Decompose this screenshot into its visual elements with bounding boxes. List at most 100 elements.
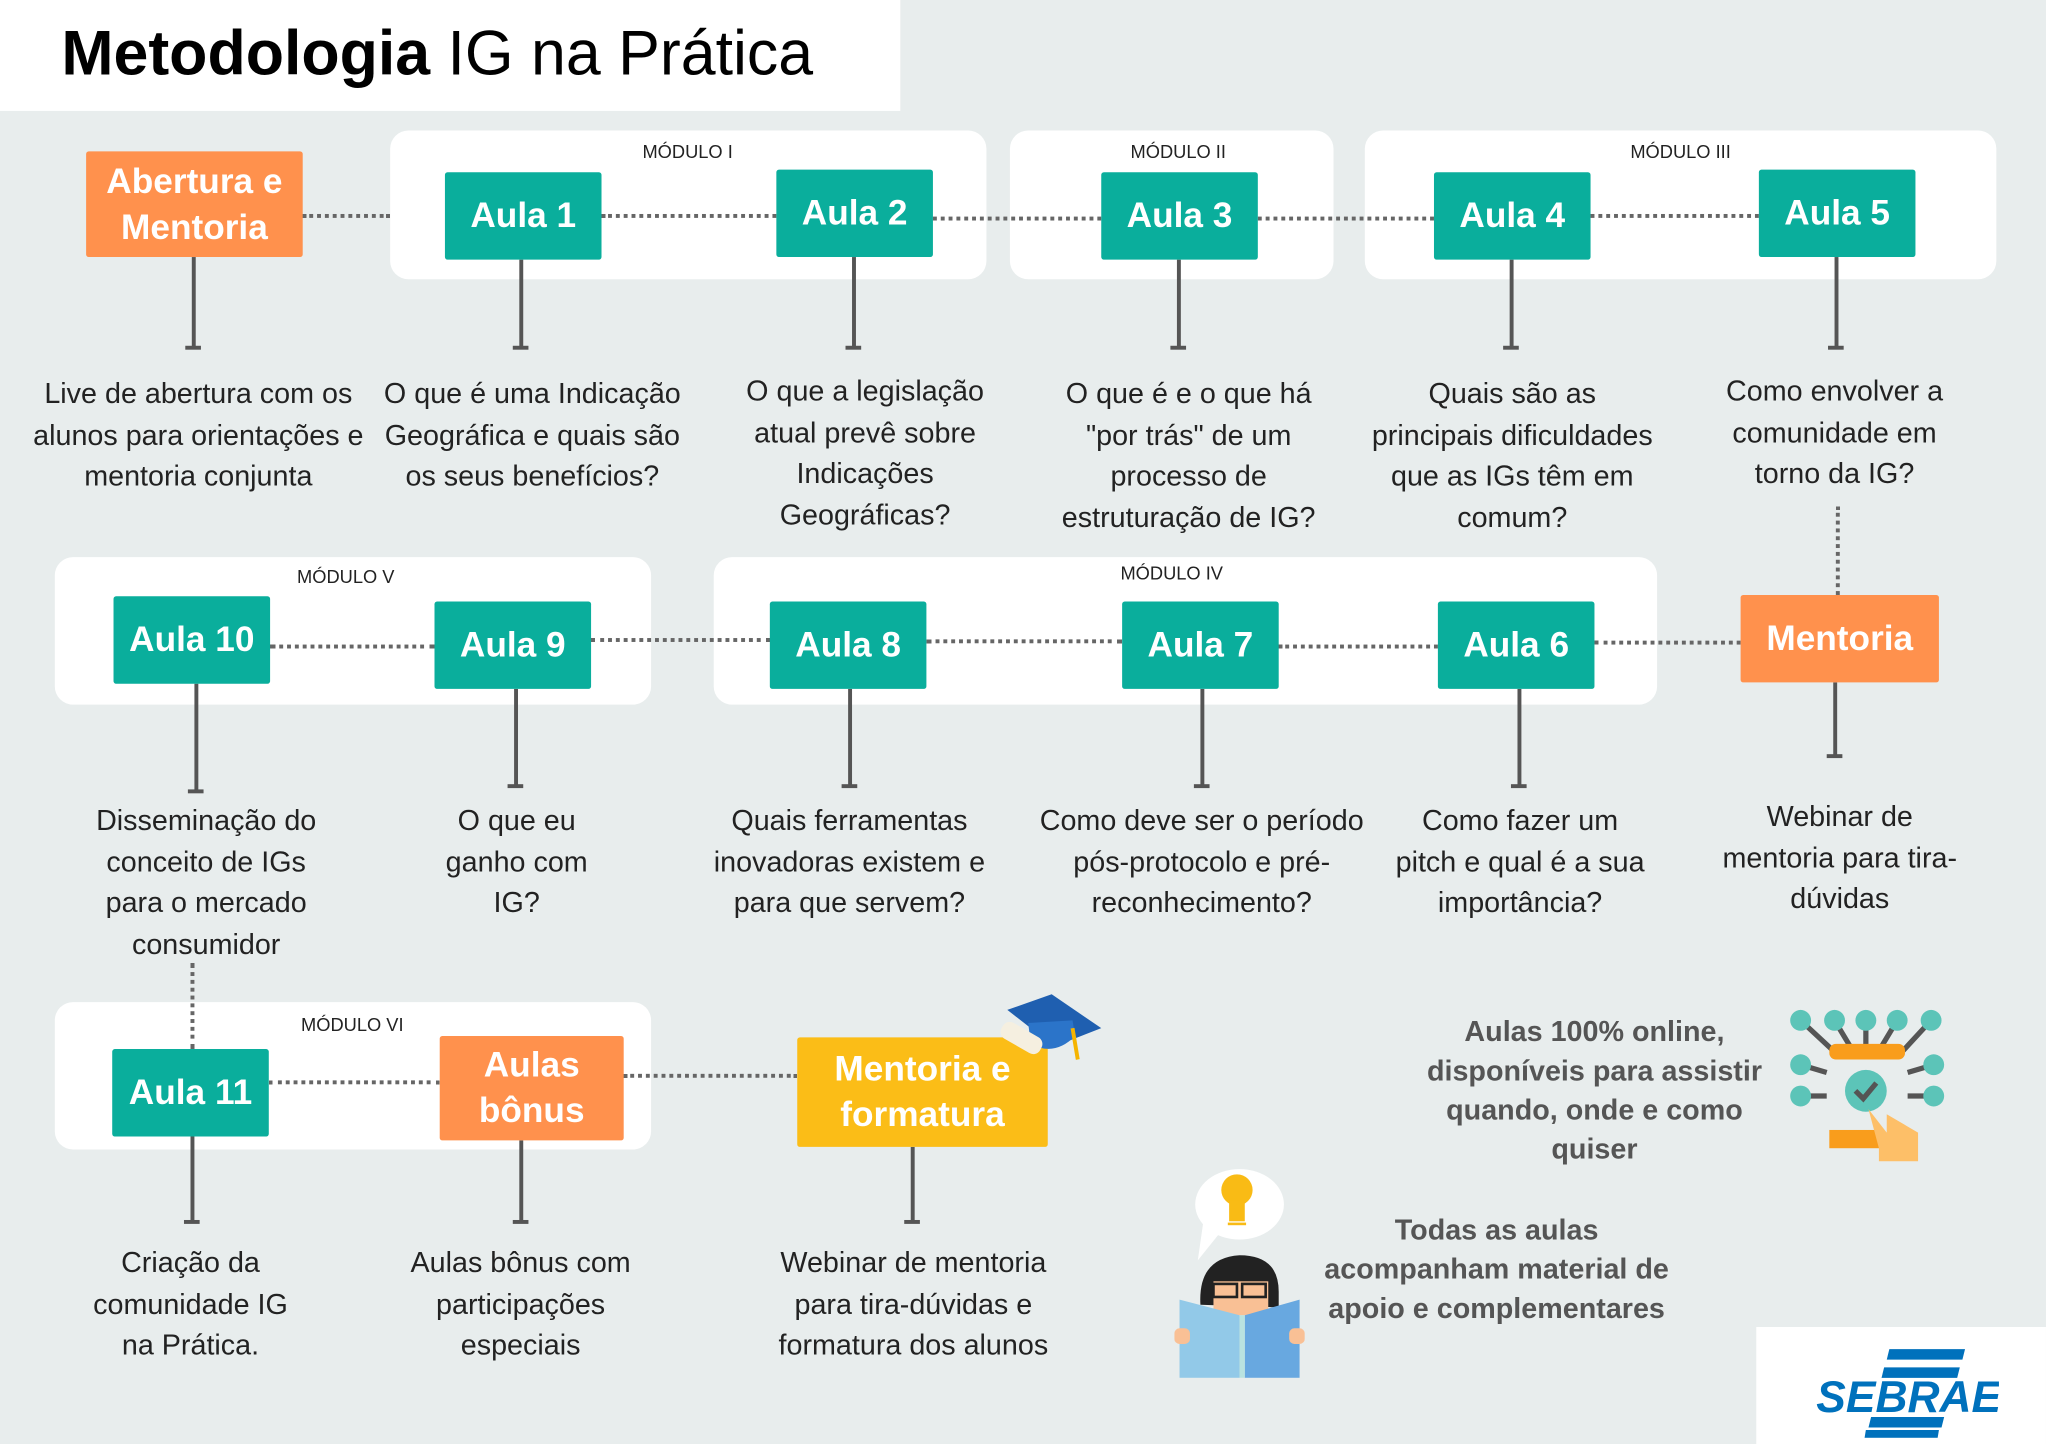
- step-description: O que eu ganho com IG?: [445, 803, 588, 919]
- connector: [1278, 644, 1438, 649]
- graduation-cap-icon: [1000, 994, 1102, 1060]
- connector: [932, 216, 1102, 221]
- step-description: Como fazer um pitch e qual é a sua impor…: [1395, 803, 1645, 919]
- step-aula-1: Aula 1: [444, 172, 602, 260]
- stem-end: [1170, 345, 1187, 350]
- stem: [514, 688, 519, 787]
- stem-end: [904, 1219, 920, 1224]
- step-description: O que a legislação atual prevê sobre Ind…: [746, 374, 984, 531]
- step-aula-2: Aula 2: [776, 169, 933, 258]
- step-aula-4: Aula 4: [1433, 172, 1591, 260]
- stem: [1517, 688, 1522, 787]
- connector: [190, 962, 195, 1050]
- online-touch-icon: [1790, 1009, 1945, 1162]
- step-description: Quais são as principais dificuldades que…: [1371, 377, 1653, 534]
- connector: [591, 638, 770, 642]
- title-banner: [0, 0, 901, 111]
- connector: [302, 213, 391, 218]
- step-description: Criação da comunidade IG na Prática.: [93, 1246, 288, 1361]
- step-label: Aula 9: [459, 624, 566, 665]
- module-2-label: MÓDULO II: [1130, 140, 1226, 162]
- step-description: Aulas bônus com participações especiais: [410, 1246, 631, 1361]
- stem: [848, 688, 853, 787]
- step-aula-9: Aula 9: [434, 601, 592, 689]
- stem-end: [1828, 345, 1844, 350]
- connector: [1594, 640, 1741, 645]
- stem: [1834, 257, 1839, 349]
- step-aulas-bonus: Aulas bônus: [439, 1036, 624, 1141]
- step-aula-3: Aula 3: [1101, 172, 1258, 260]
- step-description: Webinar de mentoria para tira-dúvidas e …: [778, 1246, 1049, 1361]
- step-description: Como deve ser o período pós-protocolo e …: [1039, 803, 1364, 919]
- material-note: Todas as aulas acompanham material de ap…: [1324, 1213, 1669, 1325]
- title-light: IG na Prática: [447, 19, 814, 89]
- connector: [926, 639, 1123, 644]
- step-aula-10: Aula 10: [113, 596, 271, 684]
- stem-end: [845, 345, 862, 350]
- module-4-label: MÓDULO IV: [1120, 562, 1223, 584]
- step-description: Quais ferramentas inovadoras existem e p…: [713, 803, 986, 919]
- step-abertura: Abertura e Mentoria: [86, 151, 303, 258]
- stem-end: [187, 789, 204, 794]
- connector: [623, 1073, 798, 1078]
- stem: [1833, 682, 1838, 757]
- step-description: Webinar de mentoria para tira-dúvidas: [1722, 799, 1958, 915]
- step-label: Mentoria: [1766, 618, 1914, 658]
- step-aula-11: Aula 11: [112, 1049, 269, 1137]
- connector: [601, 213, 777, 218]
- svg-text:SEBRAE: SEBRAE: [1816, 1373, 1999, 1422]
- step-label: Aula 8: [795, 624, 901, 665]
- connector: [1835, 506, 1840, 595]
- step-description: Como envolver a comunidade em torno da I…: [1726, 374, 1944, 490]
- online-note: Aulas 100% online, disponíveis para assi…: [1426, 1015, 1762, 1166]
- connector: [270, 644, 435, 649]
- step-label: Aula 10: [129, 619, 255, 659]
- stem-end: [1193, 784, 1210, 789]
- stem: [852, 257, 856, 349]
- stem-end: [841, 784, 858, 789]
- connector: [268, 1080, 440, 1085]
- stem: [1176, 259, 1181, 349]
- module-6-label: MÓDULO VI: [301, 1013, 404, 1035]
- module-1-label: MÓDULO I: [642, 140, 733, 162]
- page-title: Metodologia IG na Prática: [61, 18, 813, 90]
- module-3-label: MÓDULO III: [1630, 140, 1731, 162]
- stem: [1200, 688, 1205, 787]
- stem-end: [183, 1219, 200, 1224]
- step-label: Aula 11: [128, 1072, 253, 1112]
- step-aula-8: Aula 8: [769, 601, 927, 689]
- step-description: Live de abertura com os alunos para orie…: [33, 377, 364, 492]
- step-label: Aula 7: [1147, 624, 1254, 665]
- title-bold: Metodologia: [61, 19, 431, 89]
- lightbulb-icon: [1221, 1174, 1253, 1226]
- step-label: Abertura e Mentoria: [106, 161, 283, 246]
- step-label: Aula 5: [1784, 193, 1891, 233]
- stem-end: [507, 784, 524, 789]
- stem-end: [1510, 784, 1527, 789]
- step-description: O que é e o que há "por trás" de um proc…: [1061, 377, 1316, 534]
- step-aula-5: Aula 5: [1758, 169, 1916, 258]
- stem: [910, 1146, 915, 1223]
- stem-end: [1826, 754, 1843, 759]
- connector: [1590, 213, 1759, 218]
- stem-end: [512, 1219, 529, 1224]
- connector: [1257, 216, 1434, 221]
- step-description: O que é uma Indicação Geográfica e quais…: [383, 377, 681, 492]
- stem: [519, 1140, 524, 1223]
- step-mentoria: Mentoria: [1740, 594, 1939, 683]
- step-aula-7: Aula 7: [1122, 601, 1279, 689]
- stem-end: [1503, 345, 1519, 350]
- step-description: Disseminação do conceito de IGs para o m…: [96, 803, 317, 960]
- module-5-label: MÓDULO V: [297, 566, 395, 588]
- step-label: Aula 1: [470, 195, 577, 235]
- step-label: Aula 6: [1463, 624, 1570, 665]
- step-label: Mentoria e formatura: [834, 1049, 1011, 1134]
- step-label: Aula 3: [1126, 195, 1233, 235]
- step-label: Aula 4: [1459, 195, 1566, 235]
- stem: [519, 259, 524, 349]
- step-label: Aula 2: [801, 193, 908, 233]
- stem: [190, 1136, 195, 1223]
- stem: [194, 683, 199, 791]
- step-mentoria-formatura: Mentoria e formatura: [797, 1037, 1048, 1147]
